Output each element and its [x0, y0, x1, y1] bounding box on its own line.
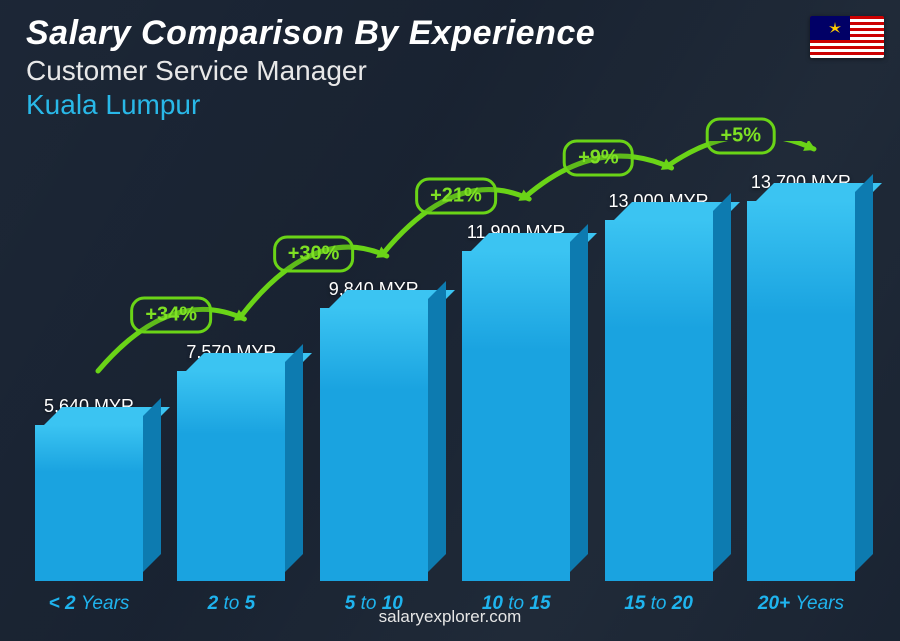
bars-container: 5,640 MYR< 2 Years7,570 MYR2 to 59,840 M…	[30, 172, 860, 581]
bar	[35, 425, 143, 581]
bar	[462, 251, 570, 581]
location: Kuala Lumpur	[26, 89, 595, 121]
bar-wrap: 9,840 MYR5 to 10	[315, 279, 433, 581]
header: Salary Comparison By Experience Customer…	[26, 14, 595, 121]
bar-wrap: 13,700 MYR20+ Years	[742, 172, 860, 581]
footer-attribution: salaryexplorer.com	[0, 607, 900, 627]
flag-malaysia	[810, 16, 884, 58]
bar	[747, 201, 855, 581]
flag-canton	[810, 16, 850, 40]
bar	[177, 371, 285, 581]
page-title: Salary Comparison By Experience	[26, 14, 595, 53]
bar-wrap: 5,640 MYR< 2 Years	[30, 396, 148, 581]
bar-wrap: 11,900 MYR10 to 15	[457, 222, 575, 581]
bar	[605, 220, 713, 581]
bar-wrap: 7,570 MYR2 to 5	[172, 342, 290, 581]
salary-chart: +34%+30%+21%+9%+5% 5,640 MYR< 2 Years7,5…	[30, 141, 860, 581]
bar-wrap: 13,000 MYR15 to 20	[600, 191, 718, 581]
bar	[320, 308, 428, 581]
increase-badge: +5%	[705, 118, 776, 155]
subtitle: Customer Service Manager	[26, 55, 595, 87]
